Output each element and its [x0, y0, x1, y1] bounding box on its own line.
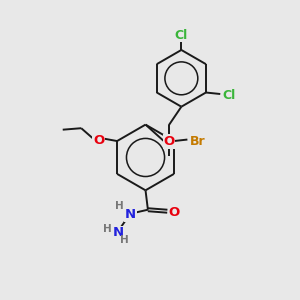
Text: Cl: Cl [175, 28, 188, 41]
Text: Br: Br [190, 134, 206, 148]
Text: Cl: Cl [223, 89, 236, 102]
Text: O: O [163, 135, 174, 148]
Text: O: O [93, 134, 104, 147]
Text: O: O [168, 206, 179, 219]
Text: H: H [103, 224, 112, 234]
Text: H: H [120, 235, 128, 245]
Text: H: H [115, 200, 124, 211]
Text: N: N [112, 226, 124, 239]
Text: N: N [125, 208, 136, 221]
